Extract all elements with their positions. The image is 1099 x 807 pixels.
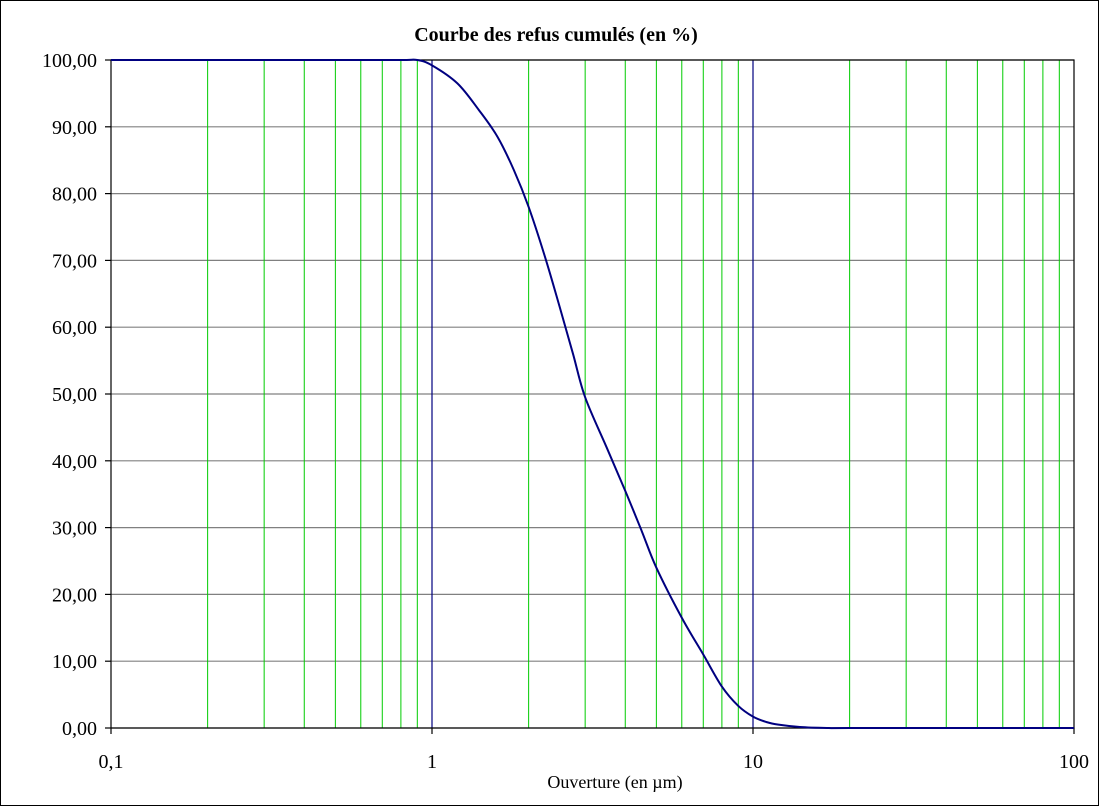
y-tick-label: 20,00 [52,584,97,606]
x-axis-label: Ouverture (en µm) [547,772,682,793]
x-tick-label: 10 [743,751,763,773]
axis-layer [105,59,1075,734]
x-tick-label: 0,1 [99,751,124,773]
y-tick-label: 60,00 [52,317,97,339]
y-tick-label: 30,00 [52,518,97,540]
y-tick-label: 70,00 [52,250,97,272]
chart-title: Courbe des refus cumulés (en %) [414,24,698,46]
y-tick-label: 100,00 [42,50,97,72]
y-tick-label: 80,00 [52,184,97,206]
x-tick-label: 1 [427,751,437,773]
y-tick-label: 40,00 [52,451,97,473]
grid-layer [111,59,1074,729]
y-tick-label: 0,00 [62,718,97,740]
y-tick-label: 50,00 [52,384,97,406]
label-layer: 0,00 10,00 20,00 30,00 40,00 50,00 60,00 70,00 8… [42,50,1089,773]
x-tick-label: 100 [1059,751,1089,773]
series-layer [111,58,1074,730]
y-tick-label: 10,00 [52,651,97,673]
y-tick-label: 90,00 [52,117,97,139]
series-line [111,58,1074,730]
